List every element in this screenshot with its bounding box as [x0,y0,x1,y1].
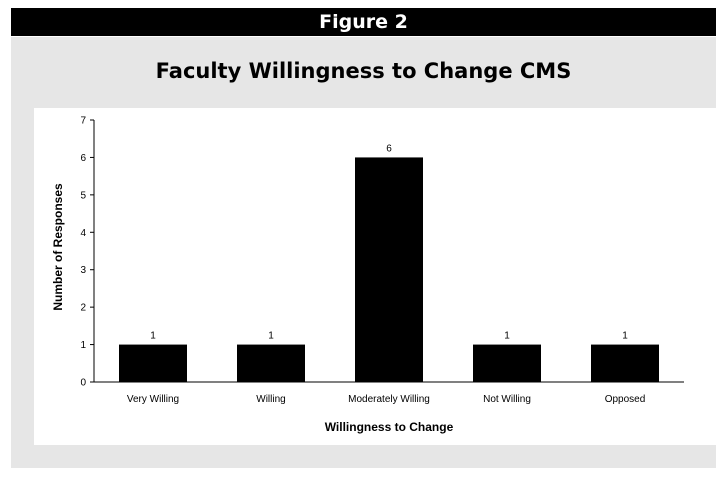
bar-data-label: 1 [622,331,628,342]
figure-header: Figure 2 [11,8,716,36]
bar [355,157,423,382]
y-tick-label: 3 [80,265,86,276]
y-axis-title: Number of Responses [51,183,65,311]
y-tick-label: 0 [80,378,86,389]
y-tick-label: 1 [80,340,86,351]
y-tick-label: 6 [80,153,86,164]
y-axis-ticks: 0 1 2 3 4 5 6 7 [80,116,94,389]
category-label: Willing [256,394,285,405]
category-label: Moderately Willing [348,394,430,405]
y-tick-label: 4 [80,228,86,239]
bar [591,344,659,382]
category-label: Not Willing [483,394,531,405]
category-labels: Very Willing Willing Moderately Willing Not… [127,394,645,405]
chart-title: Faculty Willingness to Change CMS [155,59,572,83]
bar [473,344,541,382]
category-label: Opposed [605,394,646,405]
bar [119,344,187,382]
bar [237,344,305,382]
y-tick-label: 7 [80,116,86,127]
x-axis-title: Willingness to Change [325,420,454,434]
bar-data-label: 1 [268,331,274,342]
data-labels: 1 161 1 [150,143,628,341]
bars [119,157,659,382]
bar-data-label: 1 [504,331,510,342]
y-tick-label: 2 [80,303,86,314]
category-label: Very Willing [127,394,179,405]
bar-data-label: 6 [386,143,392,154]
bar-data-label: 1 [150,331,156,342]
y-tick-label: 5 [80,190,86,201]
